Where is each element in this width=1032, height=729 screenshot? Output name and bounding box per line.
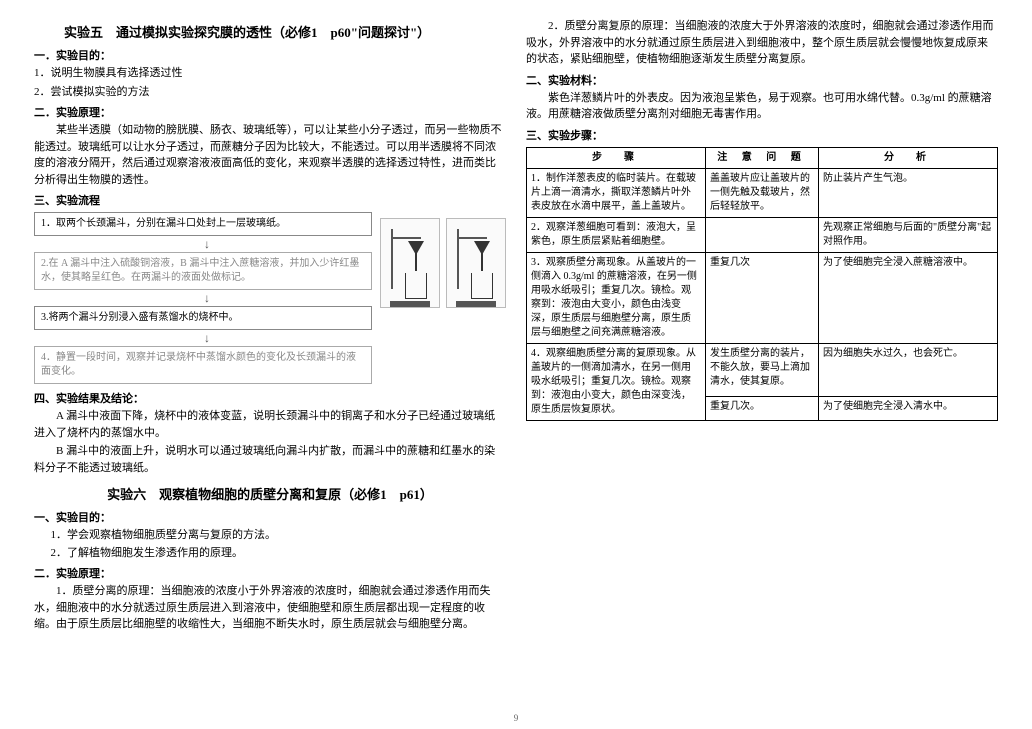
arrow-icon: ↓ [42, 332, 372, 344]
arrow-icon: ↓ [42, 292, 372, 304]
section-aim: 一．实验目的： [34, 47, 506, 63]
cell-step: 2．观察洋葱细胞可看到：液泡大，呈紫色，原生质层紧贴着细胞壁。 [527, 217, 706, 252]
section-aim6: 一、实验目的： [34, 509, 506, 525]
flow-box-4: 4．静置一段时间，观察并记录烧杯中蒸馏水颜色的变化及长颈漏斗的液面变化。 [34, 346, 372, 384]
principle6-2: 2．质壁分离复原的原理：当细胞液的浓度大于外界溶液的浓度时，细胞就会通过渗透作用… [526, 18, 998, 68]
aim6-2: 2．了解植物细胞发生渗透作用的原理。 [34, 545, 506, 562]
steps-table: 步 骤 注 意 问 题 分 析 1．制作洋葱表皮的临时装片。在载玻片上滴一滴清水… [526, 147, 998, 421]
principle-text: 某些半透膜（如动物的膀胱膜、肠衣、玻璃纸等），可以让某些小分子透过，而另一些物质… [34, 122, 506, 188]
aim6-1: 1．学会观察植物细胞质壁分离与复原的方法。 [34, 527, 506, 544]
section-material: 二、实验材料： [526, 72, 998, 88]
apparatus-fig-b [446, 218, 506, 308]
principle6-1: 1．质壁分离的原理：当细胞液的浓度小于外界溶液的浓度时，细胞就会通过渗透作用而失… [34, 583, 506, 633]
section-principle6: 二．实验原理： [34, 565, 506, 581]
th-note: 注 意 问 题 [705, 147, 818, 168]
aim-2: 2．尝试模拟实验的方法 [34, 84, 506, 101]
flow-box-1: 1．取两个长颈漏斗，分别在漏斗口处封上一层玻璃纸。 [34, 212, 372, 236]
cell-step: 4．观察细胞质壁分离的复原现象。从盖玻片的一侧滴加清水，在另一侧用吸水纸吸引；重… [527, 343, 706, 420]
cell-note: 重复几次 [705, 252, 818, 343]
th-analysis: 分 析 [819, 147, 998, 168]
exp6-title: 实验六 观察植物细胞的质壁分离和复原（必修1 p61） [34, 484, 506, 503]
flow-box-3: 3.将两个漏斗分别浸入盛有蒸馏水的烧杯中。 [34, 306, 372, 330]
aim-1: 1．说明生物膜具有选择透过性 [34, 65, 506, 82]
apparatus-fig-a [380, 218, 440, 308]
apparatus-figures [380, 212, 506, 308]
section-steps: 三、实验步骤： [526, 127, 998, 143]
flow-box-2: 2.在 A 漏斗中注入硫酸铜溶液，B 漏斗中注入蔗糖溶液，并加入少许红墨水，使其… [34, 252, 372, 290]
arrow-icon: ↓ [42, 238, 372, 250]
table-row: 2．观察洋葱细胞可看到：液泡大，呈紫色，原生质层紧贴着细胞壁。 先观察正常细胞与… [527, 217, 998, 252]
result-b: B 漏斗中的液面上升，说明水可以通过玻璃纸向漏斗内扩散，而漏斗中的蔗糖和红墨水的… [34, 443, 506, 476]
flow-boxes: 1．取两个长颈漏斗，分别在漏斗口处封上一层玻璃纸。 ↓ 2.在 A 漏斗中注入硫… [34, 212, 372, 386]
flow-row: 1．取两个长颈漏斗，分别在漏斗口处封上一层玻璃纸。 ↓ 2.在 A 漏斗中注入硫… [34, 212, 506, 386]
cell-step: 3．观察质壁分离现象。从盖玻片的一侧滴入 0.3g/ml 的蔗糖溶液，在另一侧用… [527, 252, 706, 343]
cell-step: 1．制作洋葱表皮的临时装片。在载玻片上滴一滴清水，撕取洋葱鳞片叶外表皮放在水滴中… [527, 168, 706, 217]
table-row: 3．观察质壁分离现象。从盖玻片的一侧滴入 0.3g/ml 的蔗糖溶液，在另一侧用… [527, 252, 998, 343]
th-step: 步 骤 [527, 147, 706, 168]
cell-analysis: 因为细胞失水过久，也会死亡。 [819, 343, 998, 397]
result-a: A 漏斗中液面下降，烧杯中的液体变蓝，说明长颈漏斗中的铜离子和水分子已经通过玻璃… [34, 408, 506, 441]
table-row: 4．观察细胞质壁分离的复原现象。从盖玻片的一侧滴加清水，在另一侧用吸水纸吸引；重… [527, 343, 998, 397]
cell-note: 发生质壁分离的装片，不能久放，要马上滴加清水，使其复原。 [705, 343, 818, 397]
cell-analysis: 为了使细胞完全浸入清水中。 [819, 397, 998, 420]
section-result: 四、实验结果及结论： [34, 390, 506, 406]
cell-note: 盖盖玻片应让盖玻片的一侧先触及载玻片，然后轻轻放平。 [705, 168, 818, 217]
cell-note: 重复几次。 [705, 397, 818, 420]
table-header-row: 步 骤 注 意 问 题 分 析 [527, 147, 998, 168]
cell-analysis: 防止装片产生气泡。 [819, 168, 998, 217]
cell-analysis: 为了使细胞完全浸入蔗糖溶液中。 [819, 252, 998, 343]
material-text: 紫色洋葱鳞片叶的外表皮。因为液泡呈紫色，易于观察。也可用水绵代替。0.3g/ml… [526, 90, 998, 123]
cell-note [705, 217, 818, 252]
table-row: 1．制作洋葱表皮的临时装片。在载玻片上滴一滴清水，撕取洋葱鳞片叶外表皮放在水滴中… [527, 168, 998, 217]
section-principle: 二．实验原理： [34, 104, 506, 120]
cell-analysis: 先观察正常细胞与后面的"质壁分离"起对照作用。 [819, 217, 998, 252]
section-flow: 三、实验流程 [34, 192, 506, 208]
page-number: 9 [514, 713, 519, 723]
exp5-title: 实验五 通过模拟实验探究膜的透性（必修1 p60"问题探讨"） [34, 22, 506, 41]
